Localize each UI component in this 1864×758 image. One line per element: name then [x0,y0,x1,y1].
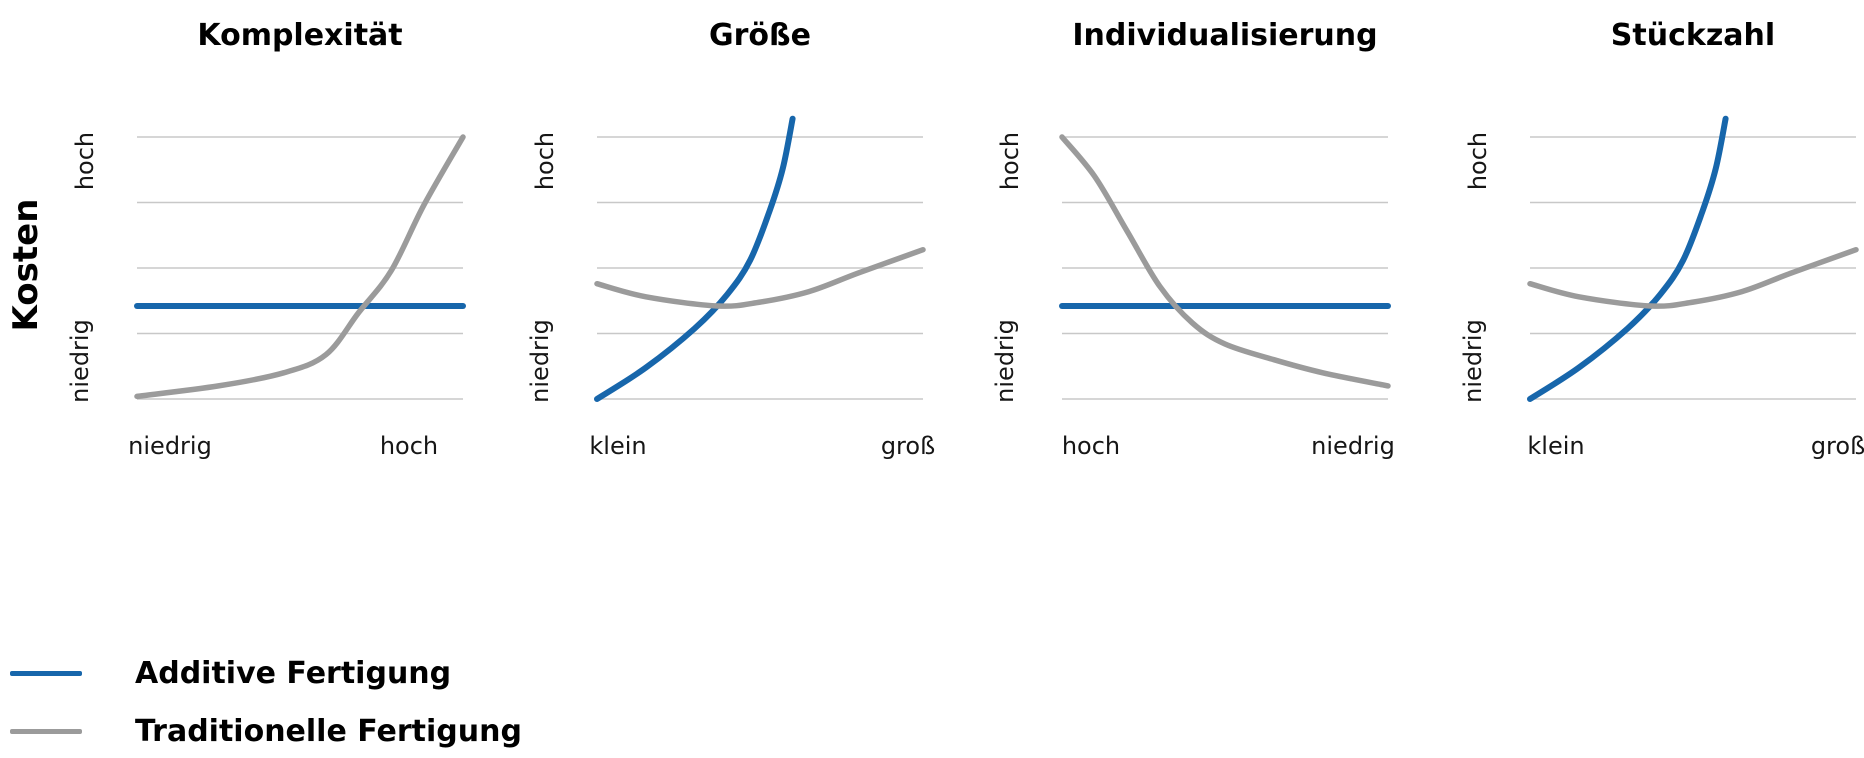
chart-stueckzahl-plot [1527,115,1859,402]
y-tick-niedrig: niedrig [1459,319,1487,403]
chart-title: Stückzahl [1610,18,1776,53]
legend-label: Additive Fertigung [135,655,452,691]
y-axis-label-kosten: Kosten [6,198,46,332]
legend-label: Traditionelle Fertigung [135,713,522,749]
y-tick-hoch: hoch [71,131,99,191]
chart-title: Komplexität [197,18,403,53]
x-tick-left: niedrig [128,432,212,460]
traditional-series-line [594,246,926,309]
additive-series-line [1527,115,1729,402]
chart-komplexitaet-plot [134,134,466,400]
chart-stueckzahl: Stückzahl hoch niedrig klein groß [1459,18,1864,467]
chart-individualisierung: Individualisierung hoch niedrig hoch nie… [991,18,1395,467]
x-tick-right: groß [880,432,936,460]
chart-komplexitaet: Komplexität hoch niedrig niedrig hoch [66,18,466,467]
y-tick-hoch: hoch [996,131,1024,191]
additive-line-swatch [10,670,82,676]
chart-title: Individualisierung [1072,18,1378,53]
chart-groesse: Größe hoch niedrig klein groß [526,18,935,467]
traditional-series-line [1059,134,1391,389]
traditional-series-line [1527,246,1859,309]
additive-series-line [594,115,796,402]
chart-title: Größe [709,18,811,53]
x-tick-left: klein [1527,432,1585,460]
y-tick-niedrig: niedrig [526,319,554,403]
x-tick-right: groß [1810,432,1864,460]
traditional-line-swatch [10,728,82,734]
x-tick-left: klein [589,432,647,460]
y-tick-niedrig: niedrig [66,319,94,403]
chart-groesse-plot [594,115,926,402]
y-tick-niedrig: niedrig [991,319,1019,403]
x-tick-right: hoch [379,432,439,460]
legend-item-additive: Additive Fertigung [10,654,451,692]
traditional-series-line [134,134,466,400]
legend-item-traditional: Traditionelle Fertigung [10,712,522,750]
y-tick-hoch: hoch [1464,131,1492,191]
x-tick-right: niedrig [1311,432,1395,460]
y-tick-hoch: hoch [531,131,559,191]
x-tick-left: hoch [1061,432,1121,460]
chart-individualisierung-plot [1059,134,1391,400]
